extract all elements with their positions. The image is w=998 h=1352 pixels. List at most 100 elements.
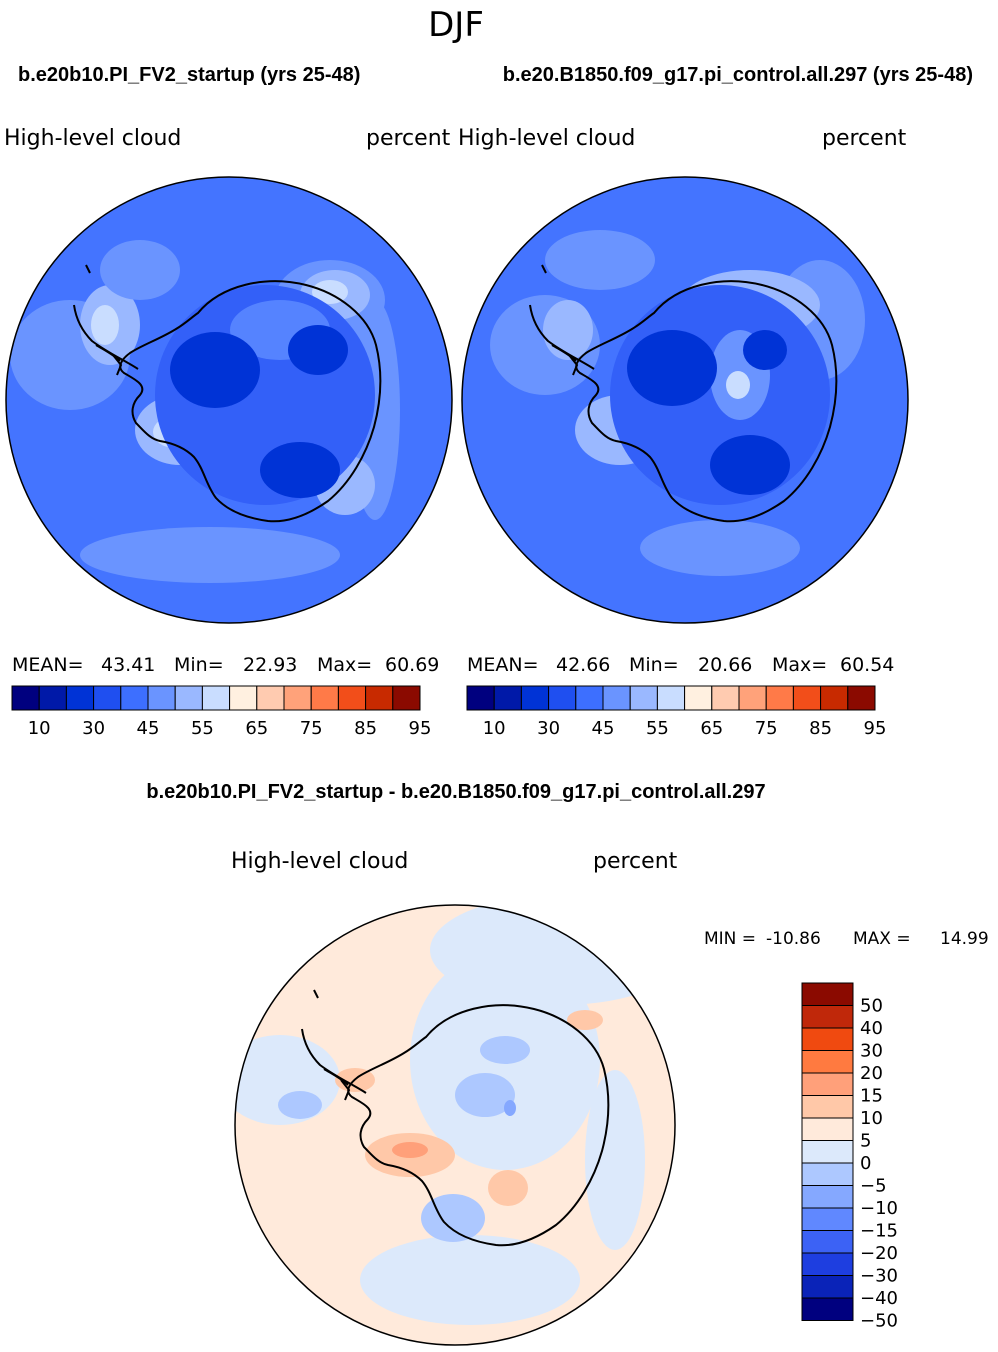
colorbar-tick-label: 30 — [860, 1041, 883, 1062]
colorbar-box — [310, 685, 339, 711]
panel-a-units: percent — [366, 126, 451, 151]
panel-a-mean-value: 43.41 — [101, 654, 155, 676]
panel-a: b.e20b10.PI_FV2_startup (yrs 25-48) High… — [4, 64, 453, 739]
colorbar-tick-label: 0 — [860, 1153, 871, 1174]
panel-b-variable: High-level cloud — [458, 126, 635, 151]
colorbar-tick-label: 40 — [860, 1018, 883, 1039]
colorbar-tick-label: 10 — [483, 718, 506, 739]
panel-b-min-label: Min= — [629, 654, 679, 676]
colorbar-box — [174, 685, 203, 711]
colorbar-tick-label: 75 — [755, 718, 778, 739]
panel-a-max-value: 60.69 — [385, 654, 439, 676]
colorbar-tick-label: 65 — [245, 718, 268, 739]
colorbar-box — [820, 685, 849, 711]
panel-b-max-value: 60.54 — [840, 654, 894, 676]
colorbar-box — [493, 685, 522, 711]
panel-a-map — [6, 177, 452, 623]
colorbar-box — [801, 1095, 854, 1119]
panel-b-mean-value: 42.66 — [556, 654, 610, 676]
colorbar-tick-label: −5 — [860, 1176, 887, 1197]
colorbar-tick-label: 20 — [860, 1063, 883, 1084]
colorbar-box — [120, 685, 149, 711]
colorbar-box — [147, 685, 176, 711]
colorbar-box — [801, 1275, 854, 1299]
panel-b-colorbar: 10 30 45 55 65 75 85 95 — [466, 685, 886, 739]
colorbar-box — [256, 685, 285, 711]
colorbar-box — [201, 685, 231, 711]
colorbar-tick-label: 50 — [860, 996, 883, 1017]
colorbar-box — [801, 1072, 854, 1096]
panel-b-mean-label: MEAN= — [467, 654, 539, 676]
colorbar-tick-label: 10 — [860, 1108, 883, 1129]
colorbar-tick-label: 5 — [860, 1131, 871, 1152]
colorbar-box — [337, 685, 367, 711]
colorbar-box — [283, 685, 312, 711]
colorbar-tick-label: −50 — [860, 1311, 898, 1332]
panel-b-max-label: Max= — [772, 654, 827, 676]
panel-b-map — [462, 177, 908, 623]
colorbar-tick-label: 30 — [82, 718, 105, 739]
panel-c-map — [235, 905, 675, 1345]
colorbar-box — [466, 685, 495, 711]
colorbar-box — [847, 685, 876, 711]
colorbar-box — [792, 685, 822, 711]
panel-a-title: b.e20b10.PI_FV2_startup (yrs 25-48) — [18, 64, 360, 86]
colorbar-box — [229, 685, 258, 711]
colorbar-box — [801, 982, 854, 1006]
colorbar-box — [11, 685, 40, 711]
colorbar-tick-label: −20 — [860, 1243, 898, 1264]
panel-a-min-value: 22.93 — [243, 654, 297, 676]
season-title: DJF — [428, 5, 484, 45]
colorbar-tick-label: 45 — [592, 718, 615, 739]
colorbar-tick-label: −15 — [860, 1221, 898, 1242]
panel-c-max-label: MAX = — [853, 929, 911, 949]
colorbar-tick-label: 65 — [700, 718, 723, 739]
colorbar-box — [801, 1230, 854, 1254]
panel-c-minmax: MIN = -10.86 MAX = 14.99 — [704, 929, 989, 949]
colorbar-box — [738, 685, 767, 711]
panel-b: b.e20.B1850.f09_g17.pi_control.all.297 (… — [458, 64, 973, 739]
colorbar-box — [801, 1252, 854, 1276]
colorbar-tick-label: 45 — [137, 718, 160, 739]
colorbar-box — [93, 685, 122, 711]
panel-c-title: b.e20b10.PI_FV2_startup - b.e20.B1850.f0… — [146, 781, 765, 803]
colorbar-box — [801, 1162, 854, 1186]
panel-b-min-value: 20.66 — [698, 654, 752, 676]
panel-c-units: percent — [593, 849, 678, 874]
panel-c-max-value: 14.99 — [940, 929, 989, 949]
panel-a-stats: MEAN= 43.41 Min= 22.93 Max= 60.69 — [12, 654, 439, 676]
colorbar-tick-label: 55 — [191, 718, 214, 739]
panel-a-min-label: Min= — [174, 654, 224, 676]
panel-c: b.e20b10.PI_FV2_startup - b.e20.B1850.f0… — [146, 781, 989, 1346]
colorbar-box — [801, 1027, 854, 1051]
panel-b-stats: MEAN= 42.66 Min= 20.66 Max= 60.54 — [467, 654, 894, 676]
panel-a-mean-label: MEAN= — [12, 654, 84, 676]
colorbar-box — [765, 685, 794, 711]
colorbar-tick-label: 30 — [537, 718, 560, 739]
colorbar-box — [548, 685, 577, 711]
colorbar-tick-label: 15 — [860, 1086, 883, 1107]
colorbar-box — [801, 1050, 854, 1074]
colorbar-tick-label: 85 — [809, 718, 832, 739]
colorbar-box — [575, 685, 604, 711]
panel-c-variable: High-level cloud — [231, 849, 408, 874]
panel-a-variable: High-level cloud — [4, 126, 181, 151]
colorbar-tick-label: 55 — [646, 718, 669, 739]
colorbar-box — [656, 685, 686, 711]
panel-a-colorbar: 10 30 45 55 65 75 85 95 — [11, 685, 431, 739]
colorbar-tick-label: 75 — [300, 718, 323, 739]
colorbar-box — [801, 1117, 854, 1141]
panel-c-min-value: -10.86 — [766, 929, 821, 949]
colorbar-box — [801, 1185, 854, 1209]
colorbar-tick-label: 85 — [354, 718, 377, 739]
colorbar-box — [801, 1140, 854, 1164]
colorbar-tick-label: −40 — [860, 1288, 898, 1309]
colorbar-box — [801, 1207, 854, 1231]
colorbar-box — [801, 1005, 854, 1029]
colorbar-tick-label: −30 — [860, 1266, 898, 1287]
colorbar-box — [520, 685, 550, 711]
colorbar-tick-label: 10 — [28, 718, 51, 739]
colorbar-box — [602, 685, 631, 711]
